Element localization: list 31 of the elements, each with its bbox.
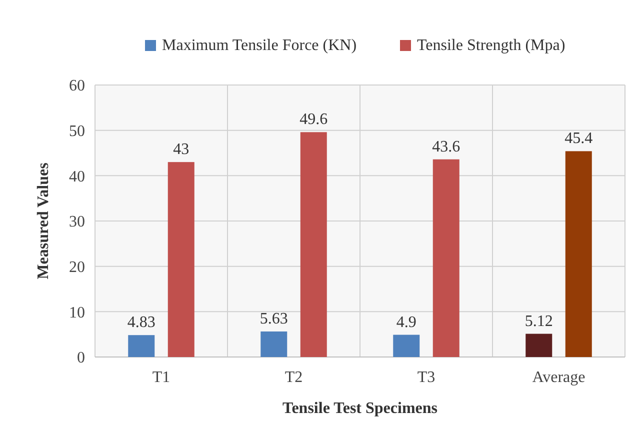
y-tick-label: 30: [69, 214, 85, 231]
data-label: 45.4: [564, 130, 593, 148]
y-tick-label: 40: [69, 168, 85, 186]
data-label: 4.9: [396, 314, 416, 331]
legend-label: Tensile Strength (Mpa): [417, 37, 566, 54]
y-tick-label: 50: [69, 122, 85, 140]
x-tick-label: Average: [532, 369, 586, 386]
y-axis-title: Measured Values: [35, 162, 52, 280]
data-label: 43: [173, 141, 190, 158]
y-tick-label: 10: [69, 304, 85, 322]
data-label: 49.6: [300, 111, 328, 128]
bar: [393, 334, 420, 357]
bar: [128, 335, 155, 357]
y-tick-label: 20: [69, 258, 85, 276]
data-label: 4.83: [127, 314, 156, 332]
bar: [526, 334, 552, 357]
x-axis-title: Tensile Test Specimens: [282, 400, 438, 417]
y-tick-label: 0: [77, 350, 85, 367]
x-tick-label: T3: [417, 369, 436, 386]
data-label: 43.6: [432, 138, 460, 156]
bar: [260, 331, 288, 357]
x-tick-label: T2: [284, 369, 303, 386]
bar: [168, 162, 194, 357]
x-tick-label: T1: [152, 369, 170, 386]
y-tick-label: 60: [69, 78, 85, 95]
data-label: 5.63: [260, 310, 288, 328]
bar: [300, 132, 327, 357]
data-label: 5.12: [524, 312, 553, 330]
bar: [432, 159, 460, 357]
bar: [565, 151, 592, 357]
legend-label: Maximum Tensile Force (KN): [162, 37, 357, 54]
